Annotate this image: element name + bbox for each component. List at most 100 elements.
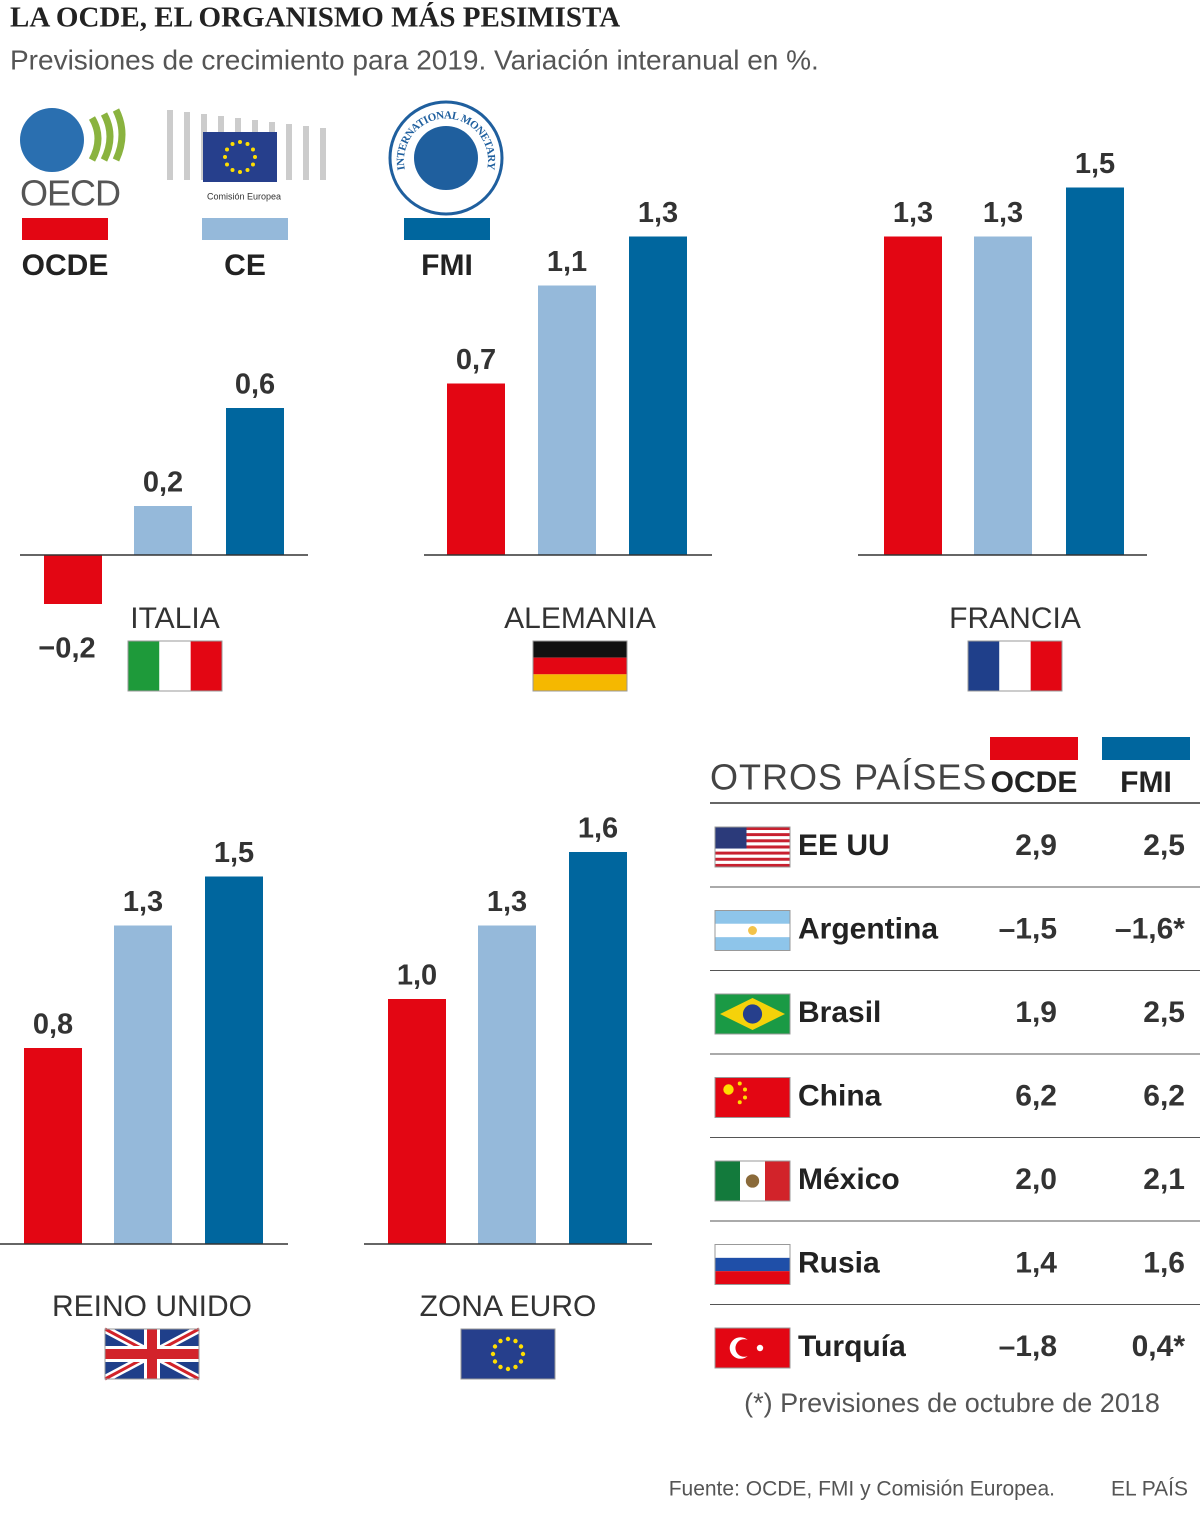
flag-part [513, 1364, 518, 1370]
flag [714, 1077, 791, 1118]
column-swatch [1102, 737, 1190, 760]
logo-star [245, 142, 250, 147]
logo-globe [414, 126, 478, 190]
flag [714, 910, 791, 951]
flag-part [498, 1364, 503, 1370]
flag-part [159, 641, 191, 691]
cell: 1,4 [1015, 1246, 1057, 1279]
logo-star [230, 167, 235, 172]
flag-part [756, 1344, 764, 1352]
flag [460, 1328, 556, 1380]
flag-part [513, 1338, 518, 1344]
flag-part [533, 641, 627, 658]
flag-part [715, 839, 790, 843]
flag-border [460, 1328, 556, 1380]
flag-part [968, 641, 1000, 691]
flag-part [715, 860, 790, 864]
logo-text: OECD [20, 173, 120, 214]
flag-border [714, 993, 791, 1035]
column-header: FMI [1120, 766, 1172, 799]
flag-part [715, 830, 790, 834]
cell: 2,0 [1015, 1163, 1057, 1196]
value-label: 1,1 [547, 246, 587, 278]
flag-part [715, 836, 790, 840]
row-label: EE UU [798, 829, 890, 862]
flag [967, 640, 1063, 692]
flag-part [461, 1329, 555, 1379]
legend-label: CE [224, 249, 266, 282]
flag-part [999, 641, 1031, 691]
row-label: Rusia [798, 1246, 880, 1279]
logo-star [238, 140, 242, 144]
source: Fuente: OCDE, FMI y Comisión Europea. [669, 1478, 1055, 1501]
flag-part [715, 1244, 790, 1258]
logo-ring [388, 100, 504, 216]
flag-part [105, 1349, 199, 1359]
row-label: México [798, 1163, 900, 1196]
column-header: OCDE [991, 766, 1078, 799]
logo-flag [203, 132, 277, 182]
bar [538, 285, 596, 555]
flag-border [714, 1160, 791, 1202]
bar [629, 236, 687, 555]
flag-part [715, 857, 790, 861]
chart-title: ALEMANIA [504, 602, 656, 635]
row-label: Argentina [798, 912, 938, 945]
value-label: 1,0 [397, 960, 437, 992]
logo-leaves [88, 108, 126, 162]
value-label: 1,5 [214, 837, 254, 869]
bar [205, 876, 263, 1244]
flag-part [715, 845, 790, 849]
flag-part [533, 674, 627, 691]
flag-part [715, 1257, 790, 1272]
cell: 2,9 [1015, 829, 1057, 862]
cell: –1,5 [999, 912, 1057, 945]
logo-star [225, 162, 230, 167]
logo-globe [20, 108, 84, 172]
chart-title: ZONA EURO [420, 1290, 597, 1323]
flag-part [1030, 641, 1062, 691]
value-label: −0,2 [38, 633, 95, 665]
flag-part [492, 1359, 498, 1364]
column-swatch [990, 737, 1078, 760]
value-label: 0,8 [33, 1009, 73, 1041]
brand: EL PAÍS [1111, 1478, 1188, 1501]
logo-star [223, 155, 227, 159]
flag-border [532, 640, 628, 692]
flag-part [533, 657, 627, 675]
flag-part [723, 1084, 734, 1095]
footnote: (*) Previsiones de octubre de 2018 [744, 1388, 1160, 1418]
flag-part [715, 1161, 740, 1201]
flag [714, 826, 791, 868]
row-label: China [798, 1079, 882, 1112]
bar [447, 383, 505, 555]
bar [569, 852, 627, 1244]
logo-star [253, 155, 257, 159]
logo-star [250, 162, 255, 167]
flag-part [715, 833, 790, 837]
flag-border [714, 1077, 791, 1118]
flag [714, 1160, 791, 1202]
flag-part [492, 1344, 498, 1349]
flag-part [715, 827, 747, 849]
legend-swatch [404, 218, 490, 240]
row-label: Brasil [798, 996, 881, 1029]
flag-part [743, 1095, 747, 1100]
cell: –1,8 [999, 1330, 1057, 1363]
flag-part [737, 1100, 742, 1105]
flag-part [748, 926, 757, 935]
flag-part [743, 1087, 747, 1092]
logo-star [250, 147, 255, 152]
value-label: 1,3 [487, 886, 527, 918]
flag [532, 640, 628, 692]
value-label: 1,3 [638, 197, 678, 229]
cell: –1,6* [1115, 912, 1185, 945]
flag-part [765, 1161, 790, 1201]
bar [134, 506, 192, 555]
flag-part [715, 848, 790, 852]
subtitle: Previsiones de crecimiento para 2019. Va… [10, 44, 819, 75]
flag-part [742, 1004, 763, 1024]
value-label: 0,6 [235, 369, 275, 401]
logo-star [230, 142, 235, 147]
cell: 1,9 [1015, 996, 1057, 1029]
